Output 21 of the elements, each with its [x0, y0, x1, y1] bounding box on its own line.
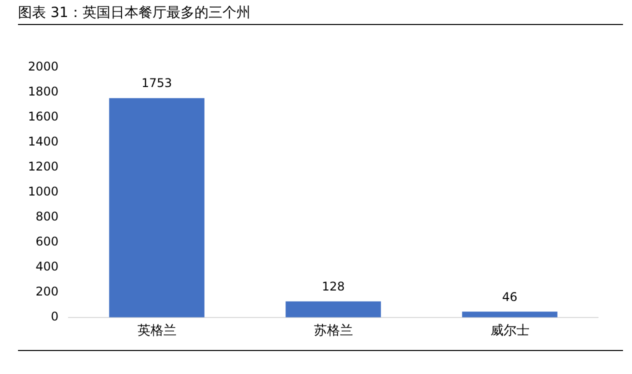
data-label: 46 [502, 290, 518, 304]
x-tick-label: 威尔士 [490, 324, 530, 339]
y-tick-label: 0 [50, 310, 59, 324]
y-tick-label: 200 [36, 284, 59, 299]
y-tick-label: 400 [36, 259, 59, 274]
bar [462, 312, 558, 318]
y-tick-label: 1800 [28, 84, 59, 98]
bar [109, 98, 204, 318]
y-tick-label: 2000 [28, 59, 59, 74]
x-tick-label: 苏格兰 [314, 324, 353, 339]
y-tick-label: 1400 [28, 134, 59, 148]
y-tick-label: 1000 [28, 184, 59, 198]
y-tick-label: 1600 [28, 109, 59, 124]
chart-title: 图表 31：英国日本餐厅最多的三个州 [18, 2, 623, 25]
data-label: 128 [322, 280, 345, 294]
y-tick-label: 600 [36, 234, 59, 248]
y-tick-label: 800 [36, 209, 59, 224]
data-label: 1753 [142, 76, 172, 90]
bar [286, 301, 381, 318]
x-tick-label: 英格兰 [137, 324, 176, 339]
y-tick-label: 1200 [28, 159, 59, 174]
